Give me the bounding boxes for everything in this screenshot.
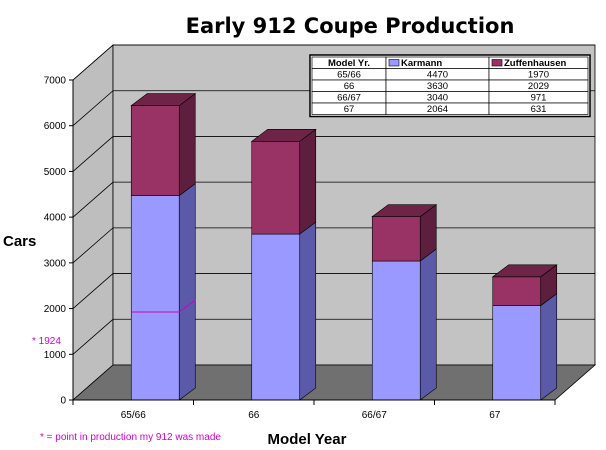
bar-zuffenhausen-front bbox=[492, 276, 542, 306]
y-tick-label: 1000 bbox=[44, 350, 67, 361]
bar-zuffenhausen-front bbox=[130, 105, 180, 196]
plot-walls bbox=[71, 44, 597, 401]
bar-top bbox=[130, 93, 197, 106]
y-tick-label: 2000 bbox=[44, 304, 67, 315]
gridline bbox=[72, 181, 595, 218]
legend-swatch-zuffenhausen bbox=[491, 59, 503, 67]
y-tick-label: 0 bbox=[60, 396, 66, 407]
annotation-line bbox=[131, 299, 196, 313]
table-value: 631 bbox=[531, 104, 547, 115]
table-header-cell: Model Yr. bbox=[328, 58, 370, 69]
table-value: 66 bbox=[344, 81, 355, 92]
chart-title: Early 912 Coupe Production bbox=[186, 14, 515, 38]
side-wall bbox=[72, 44, 114, 401]
table-cell bbox=[488, 102, 589, 115]
bar-karmann-front bbox=[492, 305, 542, 401]
y-tick-label: 7000 bbox=[44, 76, 67, 87]
annotation: * 1924 bbox=[32, 299, 196, 347]
gridline bbox=[72, 44, 595, 81]
y-tick-label: 3000 bbox=[44, 258, 67, 269]
bars bbox=[130, 92, 558, 401]
bar-karmann-side bbox=[419, 248, 437, 401]
table-header-cell: Zuffenhausen bbox=[504, 58, 566, 69]
bar-top bbox=[491, 264, 558, 278]
bar-top bbox=[371, 204, 438, 217]
x-tick-label: 67 bbox=[489, 410, 501, 421]
bar-zuffenhausen-side bbox=[178, 92, 196, 197]
bar-karmann-front bbox=[130, 195, 180, 401]
table-value: 2064 bbox=[427, 104, 448, 115]
gridline bbox=[72, 136, 595, 172]
bar-zuffenhausen-side bbox=[299, 128, 317, 235]
y-axis: 0 1000 2000 3000 4000 5000 6000 7000 bbox=[44, 76, 74, 407]
table-value: 3630 bbox=[427, 81, 448, 92]
y-tick-label: 5000 bbox=[44, 167, 67, 178]
table-header-cell: Karmann bbox=[401, 58, 442, 69]
table-value: 3040 bbox=[427, 93, 448, 104]
table-value: 67 bbox=[344, 104, 355, 115]
table-value: 1970 bbox=[528, 70, 549, 81]
table-value: 4470 bbox=[427, 70, 448, 81]
bar-karmann-front bbox=[251, 233, 301, 401]
bar-karmann-side bbox=[299, 221, 317, 401]
legend-swatch-karmann bbox=[388, 59, 400, 67]
x-tick-label: 66 bbox=[248, 410, 260, 421]
x-axis-title: Model Year bbox=[268, 431, 347, 448]
y-tick-label: 6000 bbox=[44, 121, 67, 132]
table-value: 971 bbox=[531, 93, 547, 104]
table-value: 2029 bbox=[528, 81, 549, 92]
data-table: Model Yr. Karmann Zuffenhausen 65/66 4470 197… bbox=[309, 54, 591, 118]
footnote: * = point in production my 912 was made bbox=[40, 432, 221, 443]
y-axis-title: Cars bbox=[3, 233, 36, 250]
y-tick-label: 4000 bbox=[44, 213, 67, 224]
x-tick-label: 65/66 bbox=[121, 410, 146, 421]
table-value: 66/67 bbox=[337, 93, 361, 104]
bar-karmann-side bbox=[540, 293, 558, 401]
table-value: 65/66 bbox=[337, 70, 361, 81]
bar-zuffenhausen-front bbox=[371, 216, 421, 262]
annotation-label: * 1924 bbox=[32, 336, 61, 347]
bar-karmann-front bbox=[371, 260, 421, 401]
bar-zuffenhausen-front bbox=[251, 141, 301, 235]
x-axis: 65/66 66 66/67 67 bbox=[72, 399, 556, 421]
bar-top bbox=[250, 129, 317, 142]
bar-karmann-side bbox=[178, 183, 196, 401]
x-tick-label: 66/67 bbox=[362, 410, 387, 421]
